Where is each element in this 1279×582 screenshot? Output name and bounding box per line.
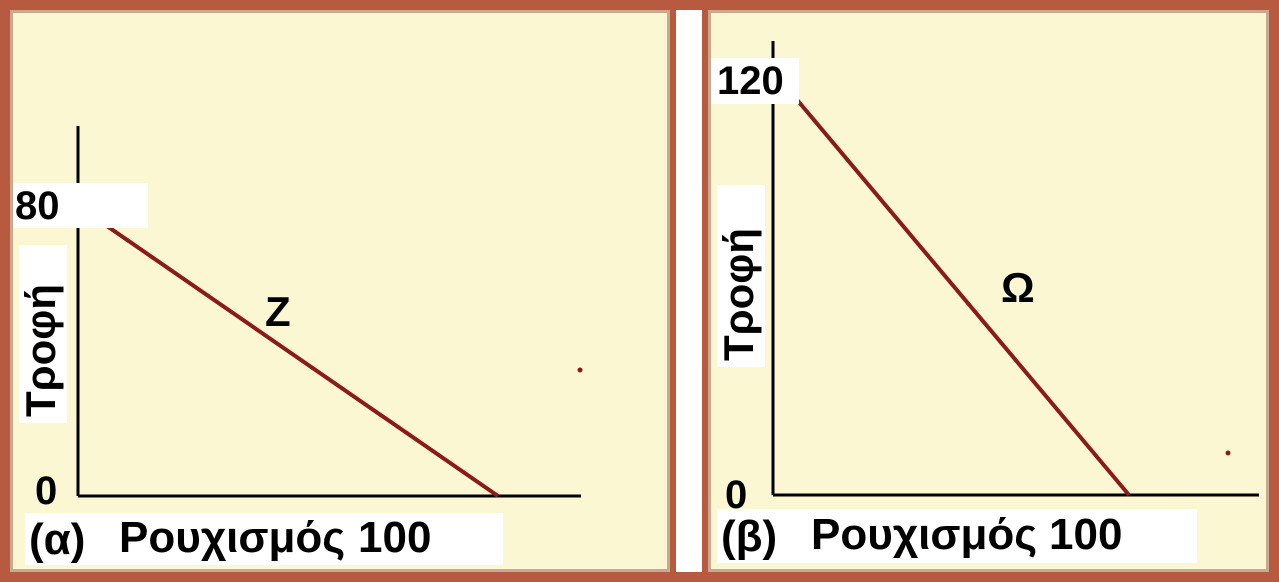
y-max-label-b: 120	[717, 59, 784, 103]
y-max-label-bg-b	[711, 58, 799, 104]
y-max-label-bg-a	[13, 183, 148, 228]
y-zero-label-b: 0	[725, 473, 748, 517]
series-line-omega	[791, 93, 1131, 497]
series-label-omega: Ω	[1001, 264, 1035, 311]
panel-a: 80 Τροφή 0 Z (α) Ρουχισμός 100	[10, 10, 670, 572]
series-line-z	[76, 204, 500, 498]
panel-label-b: (β)	[721, 512, 778, 561]
xlabel-a: Ρουχισμός	[119, 513, 346, 562]
plot-b	[771, 41, 1259, 497]
stray-dot-a	[577, 367, 583, 373]
xlabel-bg-a	[25, 513, 503, 565]
ylabel-bg-a	[19, 245, 67, 423]
x-max-label-a: 100	[358, 513, 432, 562]
panel-label-a: (α)	[29, 515, 86, 564]
xlabel-b: Ρουχισμός	[811, 510, 1038, 559]
panel-divider	[676, 10, 702, 572]
stray-dot-b	[1225, 450, 1231, 456]
panel-b: 120 Τροφή 0 Ω (β) Ρουχισμός 100	[708, 10, 1269, 572]
x-max-label-b: 100	[1049, 510, 1123, 559]
xlabel-bg-b	[717, 509, 1197, 563]
y-max-label-a: 80	[15, 184, 60, 228]
series-label-z: Z	[265, 288, 291, 335]
y-zero-label-a: 0	[35, 469, 58, 513]
ylabel-bg-b	[717, 185, 765, 367]
